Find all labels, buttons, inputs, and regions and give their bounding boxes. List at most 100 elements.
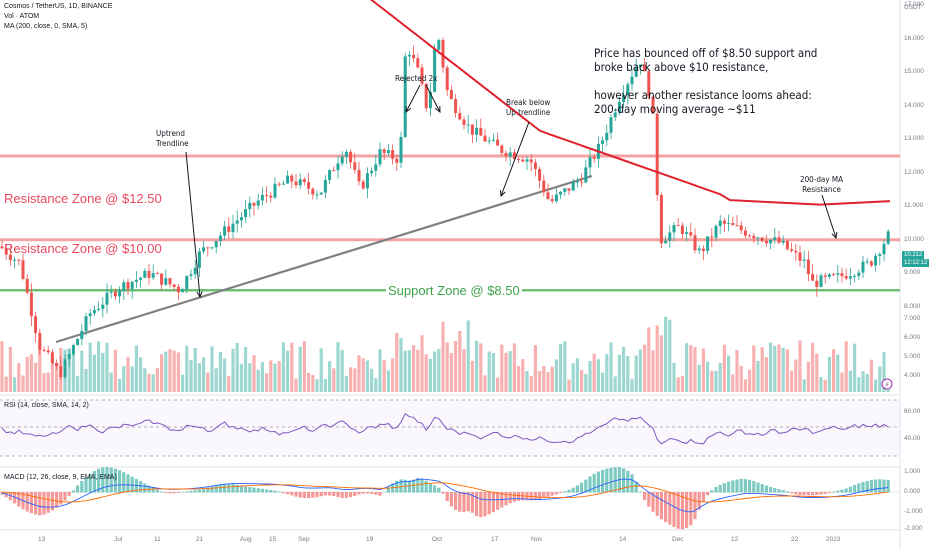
candle-body — [298, 179, 302, 186]
macd-histogram-bar — [731, 480, 735, 493]
rsi-tick-label: 60.00 — [904, 408, 921, 415]
candle-body — [617, 102, 621, 113]
volume-bar — [727, 355, 731, 392]
volume-bar — [92, 354, 96, 392]
volume-bar — [853, 343, 857, 392]
macd-histogram-bar — [882, 479, 886, 493]
volume-bar — [445, 342, 449, 392]
macd-histogram-bar — [176, 492, 180, 493]
macd-histogram-bar — [386, 487, 390, 493]
candle-body — [412, 54, 416, 59]
candle-body — [50, 352, 54, 364]
macd-histogram-bar — [55, 492, 59, 508]
candle-body — [269, 195, 273, 198]
macd-histogram-bar — [802, 492, 806, 496]
macd-histogram-bar — [739, 478, 743, 493]
macd-tick-label: -2.000 — [904, 525, 923, 532]
volume-bar — [634, 355, 638, 392]
volume-bar — [353, 368, 357, 392]
candle-body — [773, 237, 777, 240]
candle-body — [210, 247, 214, 249]
candle-body — [659, 194, 663, 244]
volume-bar — [88, 342, 92, 392]
resistance-zone-1250-label: Resistance Zone @ $12.50 — [4, 191, 162, 206]
candle-body — [223, 226, 227, 236]
volume-bar — [13, 377, 17, 392]
candle-body — [445, 67, 449, 91]
candle-body — [260, 195, 264, 201]
volume-bar — [798, 340, 802, 392]
macd-histogram-bar — [437, 487, 441, 493]
macd-histogram-bar — [857, 483, 861, 493]
macd-histogram-bar — [281, 492, 285, 494]
ma-label: MA (200, close, 0, SMA, 5) — [4, 23, 88, 30]
macd-histogram-bar — [806, 492, 810, 496]
macd-histogram-bar — [139, 481, 143, 493]
macd-histogram-bar — [344, 492, 348, 498]
volume-bar — [218, 351, 222, 392]
rejected-arrow-right-head — [434, 105, 441, 114]
macd-histogram-bar — [235, 484, 239, 493]
macd-histogram-bar — [63, 492, 67, 501]
candle-body — [365, 173, 369, 189]
time-tick-label: 13 — [38, 536, 46, 543]
volume-bar — [596, 359, 600, 392]
candle-body — [836, 273, 840, 275]
volume-bar — [496, 377, 500, 392]
macd-tick-label: 0.000 — [904, 488, 921, 495]
macd-histogram-bar — [748, 479, 752, 493]
macd-histogram-bar — [34, 492, 38, 515]
candle-body — [151, 273, 155, 278]
volume-bar — [8, 346, 12, 392]
volume-bar — [307, 372, 311, 392]
macd-histogram-bar — [575, 485, 579, 493]
candle-body — [332, 170, 336, 172]
candle-body — [420, 67, 424, 84]
candle-body — [189, 274, 193, 277]
candle-body — [664, 240, 668, 244]
volume-bar — [533, 345, 537, 392]
macd-histogram-bar — [874, 479, 878, 493]
candle-body — [748, 235, 752, 237]
candle-body — [676, 225, 680, 227]
time-tick-label: 19 — [366, 536, 374, 543]
volume-bar — [357, 355, 361, 392]
volume-bar — [760, 347, 764, 392]
volume-bar — [575, 358, 579, 392]
volume-bar — [160, 354, 164, 392]
candle-body — [743, 230, 747, 236]
volume-bar — [802, 379, 806, 392]
volume-bar — [34, 362, 38, 392]
macd-histogram-bar — [496, 492, 500, 510]
volume-bar — [836, 354, 840, 392]
candle-body — [109, 291, 113, 293]
macd-histogram-bar — [722, 483, 726, 493]
macd-histogram-bar — [353, 492, 357, 496]
note-line-1: Price has bounced off of $8.50 support a… — [594, 46, 818, 60]
volume-bar — [433, 351, 437, 392]
volume-bar — [638, 349, 642, 392]
candle-body — [407, 54, 411, 57]
candle-body — [685, 232, 689, 234]
macd-histogram-bar — [651, 492, 655, 512]
volume-bar — [651, 350, 655, 392]
candle-body — [168, 278, 172, 285]
candle-body — [76, 338, 80, 346]
macd-histogram-bar — [517, 492, 521, 501]
candle-body — [386, 150, 390, 154]
break-annotation: Break below Up trendline — [506, 98, 550, 118]
volume-bar — [407, 350, 411, 392]
lightning-icon — [881, 378, 893, 390]
macd-histogram-bar — [840, 489, 844, 493]
volume-bar — [668, 319, 672, 392]
macd-histogram-bar — [546, 492, 550, 497]
macd-histogram-bar — [466, 492, 470, 512]
break-line-2: Up trendline — [506, 108, 551, 117]
ma-arrow-head — [831, 231, 838, 240]
macd-histogram-bar — [827, 492, 831, 494]
candle-body — [764, 240, 768, 244]
macd-histogram-bar — [445, 492, 449, 502]
candle-body — [97, 308, 101, 311]
macd-histogram-bar — [155, 489, 159, 493]
